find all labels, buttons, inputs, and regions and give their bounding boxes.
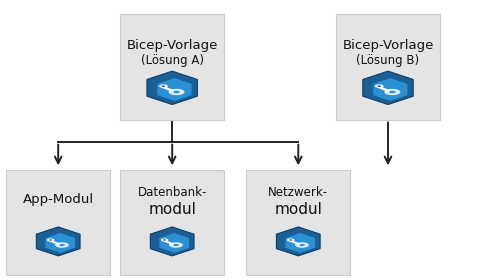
FancyBboxPatch shape [120,14,224,120]
Ellipse shape [55,242,69,248]
Polygon shape [150,227,194,256]
Text: App-Modul: App-Modul [23,193,93,206]
Ellipse shape [163,239,166,241]
Text: Bicep-Vorlage: Bicep-Vorlage [126,39,217,52]
Text: modul: modul [148,202,196,217]
Ellipse shape [159,84,167,88]
FancyBboxPatch shape [120,170,224,275]
Text: Netzwerk-: Netzwerk- [268,186,328,199]
Polygon shape [36,227,80,256]
Text: (Lösung B): (Lösung B) [356,54,419,67]
FancyBboxPatch shape [6,170,110,275]
Polygon shape [157,78,191,101]
Ellipse shape [383,89,399,95]
Polygon shape [276,227,319,256]
Ellipse shape [161,238,168,242]
Polygon shape [45,233,75,253]
Ellipse shape [377,85,380,87]
Ellipse shape [168,89,184,95]
Ellipse shape [47,238,54,242]
Ellipse shape [49,239,52,241]
FancyBboxPatch shape [335,14,439,120]
Polygon shape [285,233,315,253]
Text: Bicep-Vorlage: Bicep-Vorlage [342,39,433,52]
Ellipse shape [173,244,179,246]
Ellipse shape [388,91,395,93]
Text: modul: modul [274,202,321,217]
Ellipse shape [299,244,304,246]
Polygon shape [362,71,412,105]
Ellipse shape [59,244,65,246]
Text: Datenbank-: Datenbank- [137,186,207,199]
Polygon shape [159,233,189,253]
Polygon shape [372,78,407,101]
Ellipse shape [374,84,383,88]
Ellipse shape [287,238,294,242]
Ellipse shape [288,239,292,241]
Ellipse shape [173,91,180,93]
Ellipse shape [294,242,308,248]
Ellipse shape [161,85,165,87]
Polygon shape [147,71,197,105]
Ellipse shape [168,242,182,248]
FancyBboxPatch shape [245,170,349,275]
Text: (Lösung A): (Lösung A) [140,54,203,67]
